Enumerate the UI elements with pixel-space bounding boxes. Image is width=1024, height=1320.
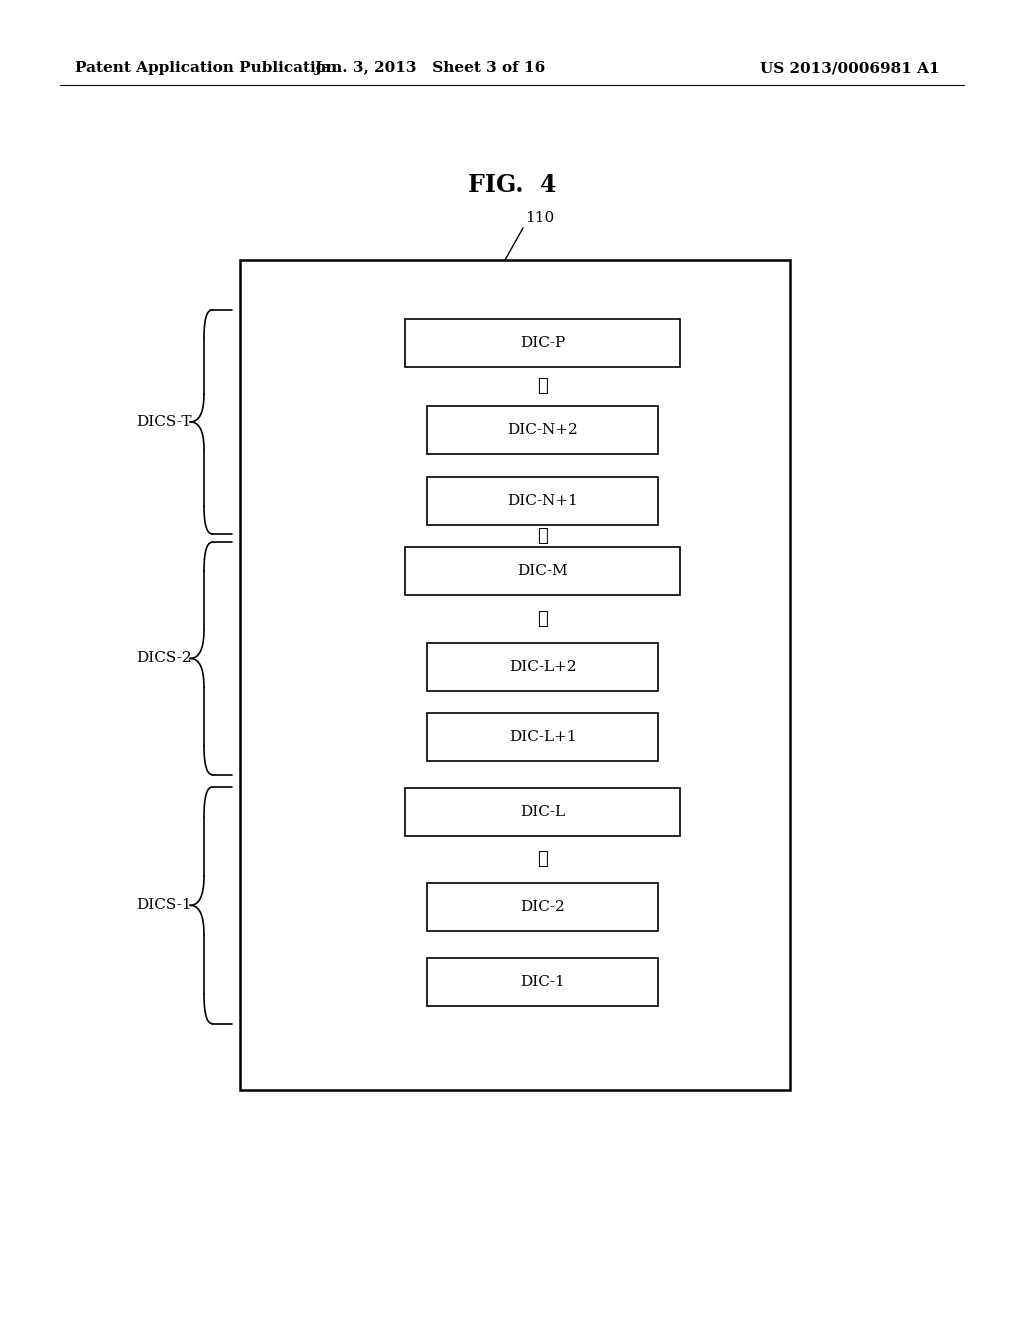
Text: DIC-L: DIC-L	[520, 805, 565, 818]
Bar	[427, 643, 658, 690]
Bar	[240, 260, 790, 1090]
Text: DIC-2: DIC-2	[520, 900, 565, 915]
Text: DICS-1: DICS-1	[136, 899, 193, 912]
Text: DIC-N+2: DIC-N+2	[507, 424, 578, 437]
Bar	[427, 958, 658, 1006]
Text: ⋮: ⋮	[538, 528, 548, 545]
Text: ⋮: ⋮	[538, 378, 548, 395]
Text: DIC-P: DIC-P	[520, 337, 565, 350]
Bar	[406, 548, 680, 595]
Text: Jan. 3, 2013   Sheet 3 of 16: Jan. 3, 2013 Sheet 3 of 16	[314, 61, 546, 75]
Text: DICS-T: DICS-T	[136, 414, 193, 429]
Text: DIC-1: DIC-1	[520, 975, 565, 989]
Text: 110: 110	[525, 211, 554, 224]
Text: DIC-N+1: DIC-N+1	[507, 494, 578, 508]
Text: ⋮: ⋮	[538, 850, 548, 869]
Bar	[406, 319, 680, 367]
Text: DICS-2: DICS-2	[136, 651, 193, 665]
Bar	[406, 788, 680, 836]
Text: DIC-M: DIC-M	[517, 564, 568, 578]
Bar	[427, 477, 658, 525]
Bar	[427, 407, 658, 454]
Bar	[427, 883, 658, 932]
Text: DIC-L+1: DIC-L+1	[509, 730, 577, 744]
Text: Patent Application Publication: Patent Application Publication	[75, 61, 337, 75]
Bar	[427, 713, 658, 762]
Text: DIC-L+2: DIC-L+2	[509, 660, 577, 673]
Text: FIG.  4: FIG. 4	[468, 173, 556, 197]
Text: ⋮: ⋮	[538, 610, 548, 627]
Text: US 2013/0006981 A1: US 2013/0006981 A1	[760, 61, 940, 75]
